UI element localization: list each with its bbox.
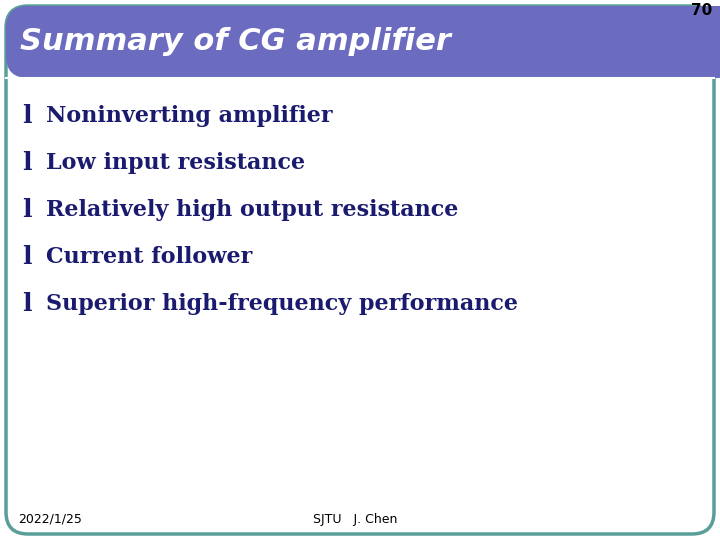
FancyBboxPatch shape xyxy=(6,6,720,78)
FancyBboxPatch shape xyxy=(6,6,714,534)
Text: l: l xyxy=(22,245,32,269)
Text: Superior high-frequency performance: Superior high-frequency performance xyxy=(46,293,518,315)
Text: Relatively high output resistance: Relatively high output resistance xyxy=(46,199,459,221)
Text: l: l xyxy=(22,104,32,128)
Text: Low input resistance: Low input resistance xyxy=(46,152,305,174)
Text: Noninverting amplifier: Noninverting amplifier xyxy=(46,105,333,127)
Text: l: l xyxy=(22,292,32,316)
Text: 2022/1/25: 2022/1/25 xyxy=(18,513,82,526)
Text: Summary of CG amplifier: Summary of CG amplifier xyxy=(20,28,451,57)
Text: 70: 70 xyxy=(690,3,712,18)
Text: SJTU   J. Chen: SJTU J. Chen xyxy=(312,513,397,526)
Text: Current follower: Current follower xyxy=(46,246,252,268)
Text: l: l xyxy=(22,151,32,175)
Text: l: l xyxy=(22,198,32,222)
